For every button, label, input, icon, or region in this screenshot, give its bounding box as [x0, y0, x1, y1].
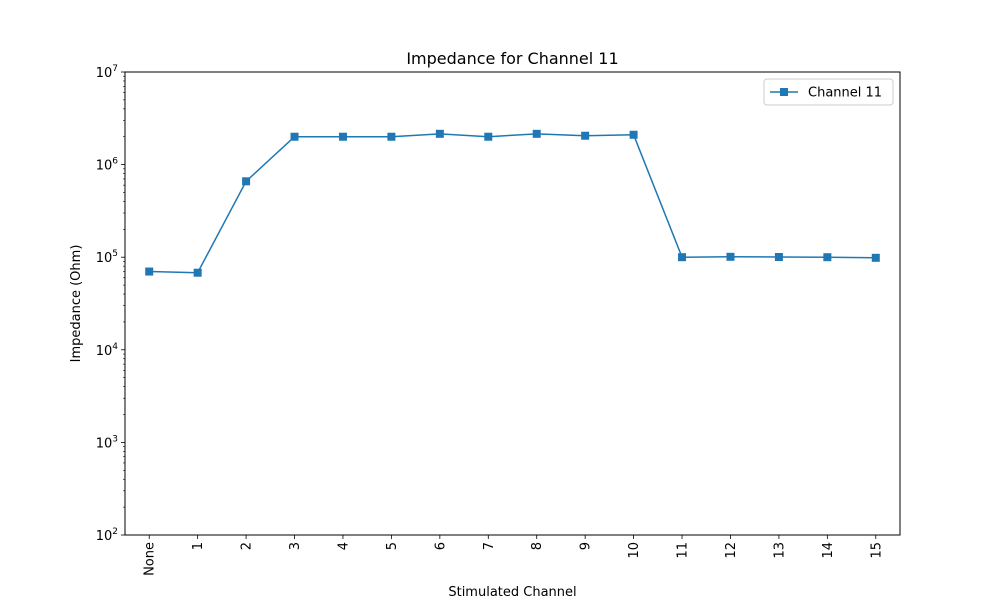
data-point	[338, 132, 347, 141]
data-point	[774, 252, 783, 261]
x-tick-label: None	[143, 542, 158, 576]
data-point	[387, 132, 396, 141]
legend-label: Channel 11	[808, 86, 882, 101]
data-point	[823, 253, 832, 262]
y-axis-label: Impedance (Ohm)	[69, 245, 84, 363]
series-layer	[145, 129, 880, 277]
x-axis: None 1 2 3 4 5 6 7 8 9 10 11 12 13 14 15	[143, 535, 884, 576]
legend-box	[763, 78, 894, 106]
y-tick-label: 106	[96, 157, 119, 174]
plot-area	[125, 72, 900, 535]
x-tick-label: 12	[724, 542, 739, 559]
x-tick-label: 8	[530, 542, 545, 550]
data-point	[435, 129, 444, 138]
x-tick-label: 2	[240, 542, 255, 550]
y-tick-label: 107	[96, 64, 118, 81]
legend: Channel 11	[763, 78, 894, 106]
x-tick-label: 6	[433, 542, 448, 550]
series-line	[149, 133, 876, 274]
x-tick-label: 4	[336, 542, 351, 550]
x-tick-label: 9	[579, 542, 594, 550]
x-tick-label: 10	[627, 542, 642, 559]
data-point	[678, 253, 687, 262]
data-point	[290, 132, 299, 141]
y-tick-label: 102	[96, 527, 118, 544]
x-tick-label: 1	[191, 542, 206, 550]
x-tick-label: 15	[869, 542, 884, 559]
x-tick-label: 11	[676, 542, 691, 559]
data-point	[532, 129, 541, 138]
x-tick-label: 3	[288, 542, 303, 550]
y-tick-label: 105	[96, 249, 118, 266]
chart-title: Impedance for Channel 11	[406, 49, 618, 68]
y-axis: 102 103 104 105 106 107	[96, 64, 125, 544]
x-tick-label: 14	[821, 542, 836, 559]
x-tick-label: 13	[772, 542, 787, 559]
y-tick-label: 103	[96, 434, 118, 451]
x-axis-label: Stimulated Channel	[448, 585, 576, 600]
data-point	[726, 252, 735, 261]
plot-frame	[124, 71, 901, 536]
data-point	[145, 267, 154, 276]
data-point	[871, 253, 880, 262]
data-point	[242, 177, 251, 186]
data-point	[484, 132, 493, 141]
x-tick-label: 7	[482, 542, 497, 550]
legend-swatch-marker	[780, 88, 788, 96]
data-point	[629, 130, 638, 139]
x-tick-label: 5	[385, 542, 400, 550]
data-point	[193, 268, 202, 277]
y-tick-label: 104	[96, 342, 119, 359]
data-point	[581, 131, 590, 140]
